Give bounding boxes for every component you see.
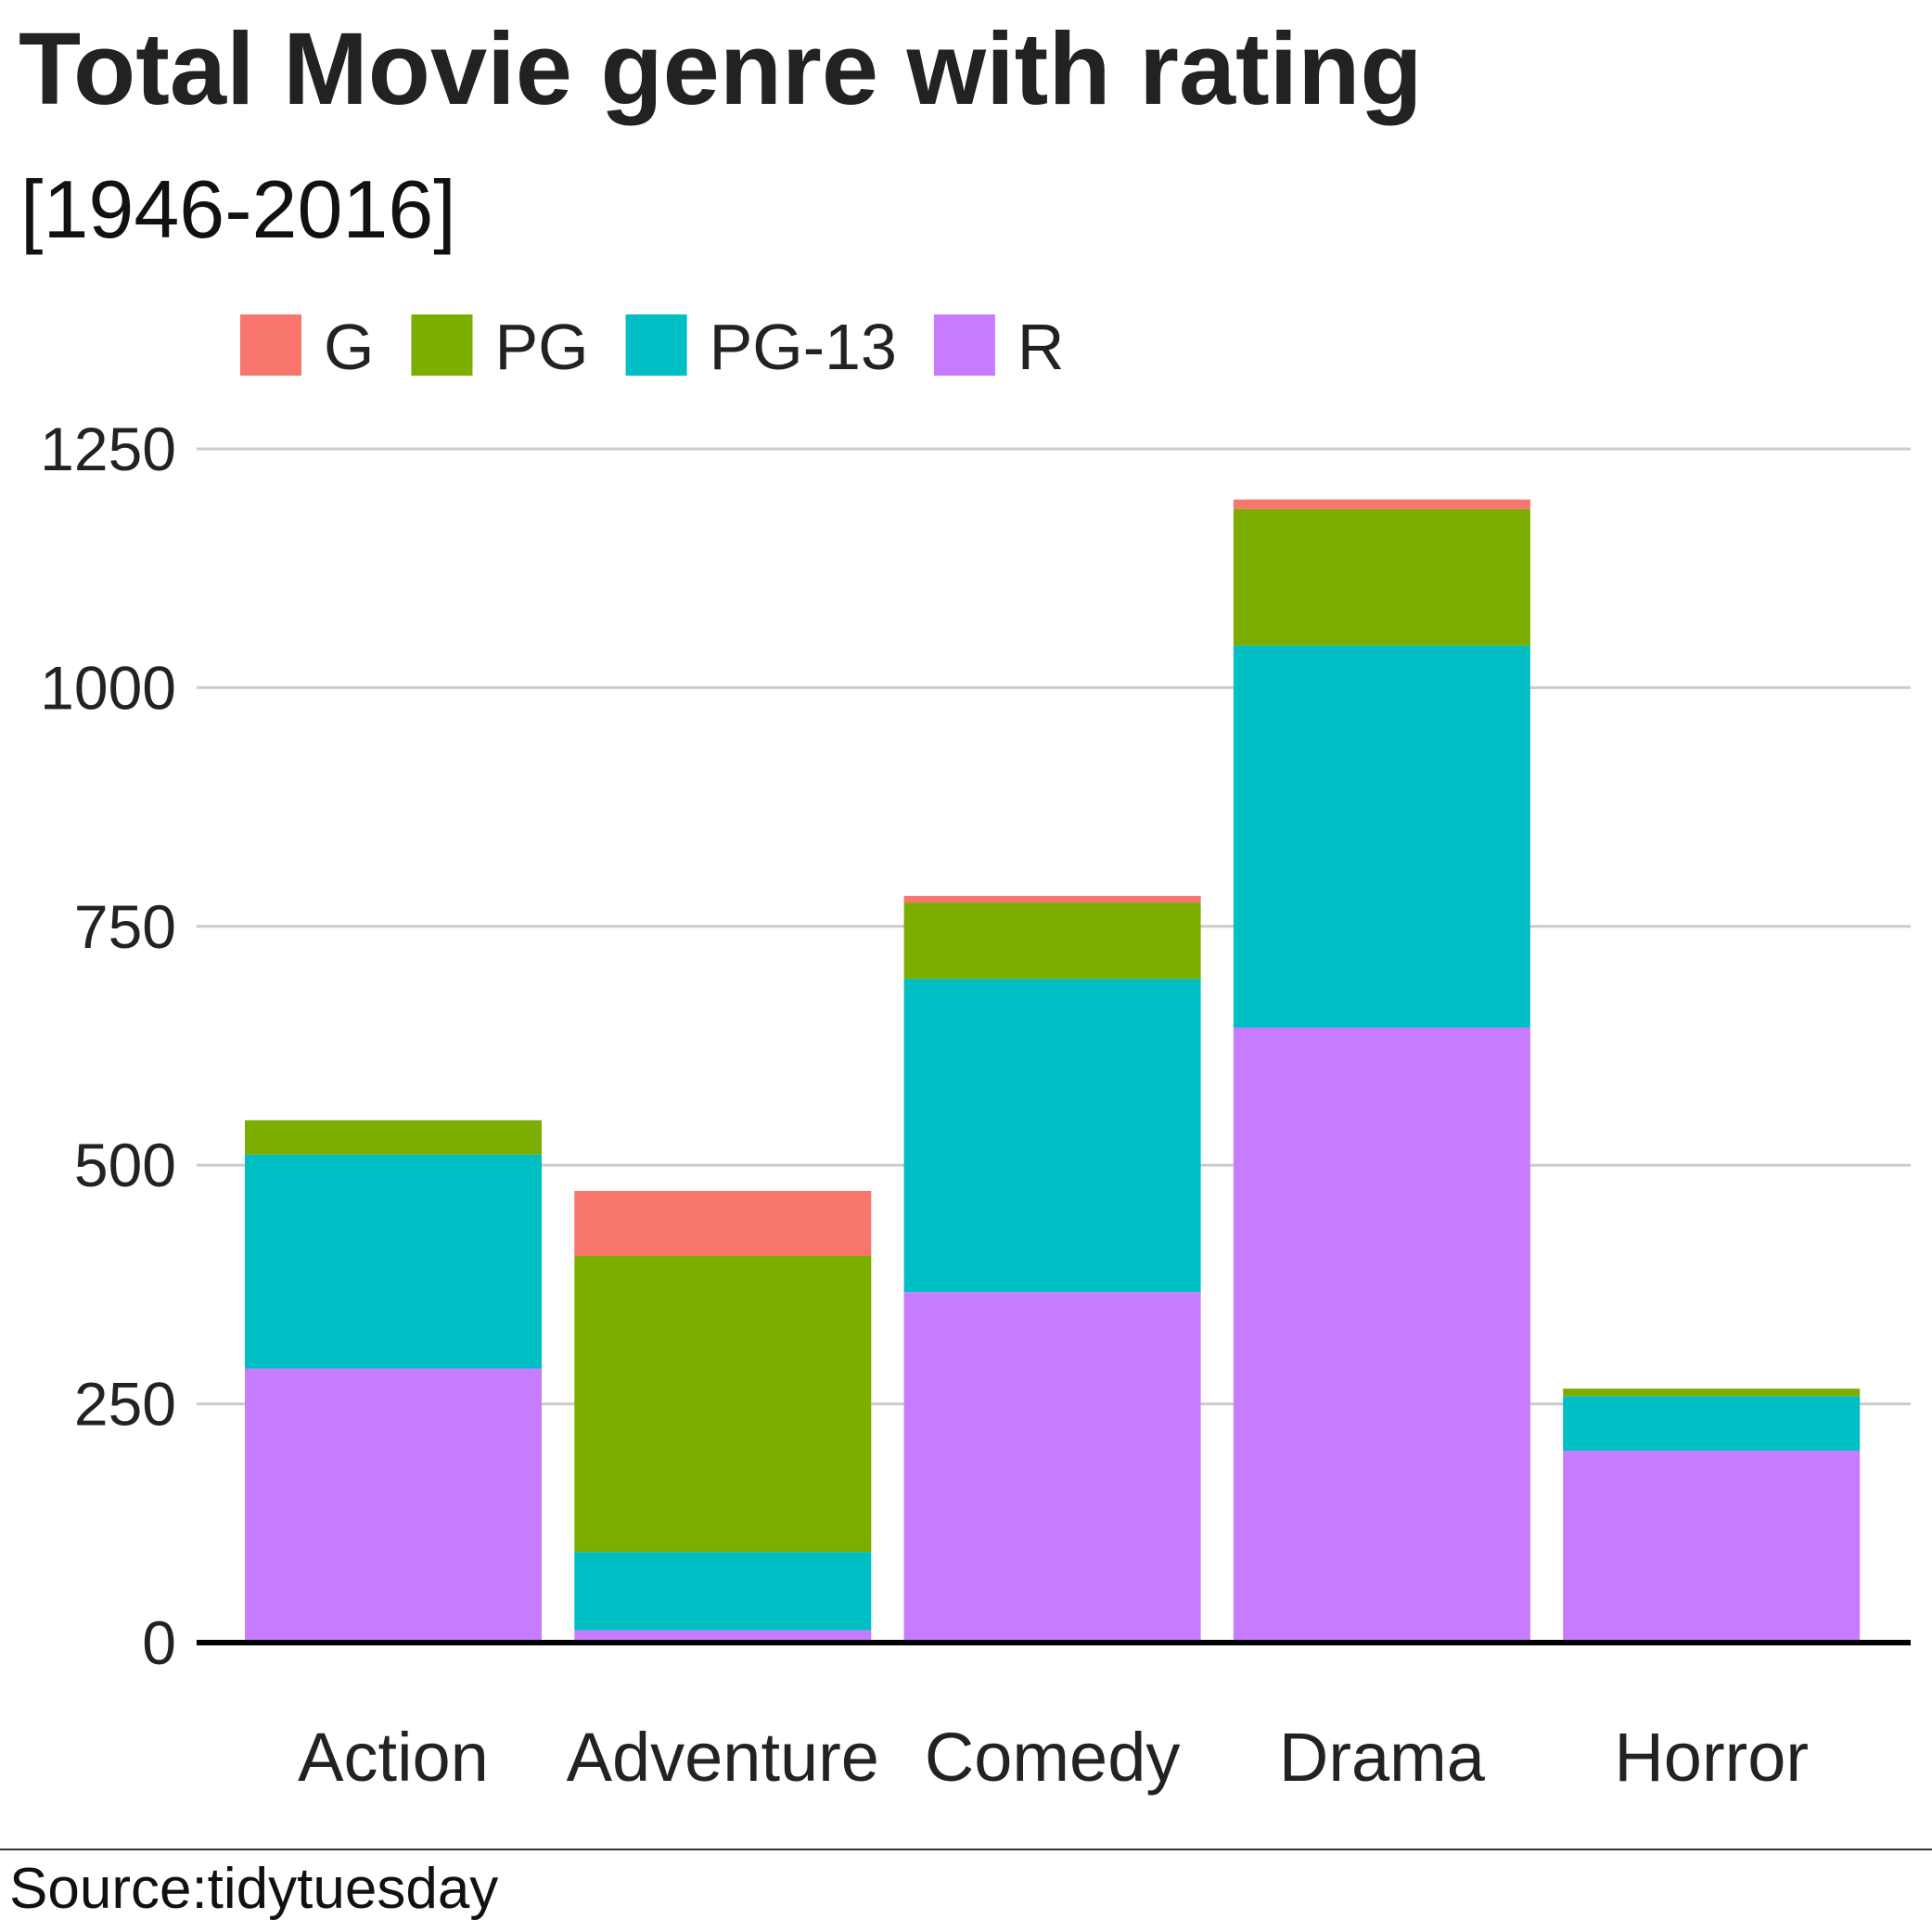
bar-comedy-pg-13 (903, 979, 1201, 1293)
bar-action-pg (245, 1120, 542, 1155)
bar-adventure-g (574, 1190, 872, 1257)
bar-drama-pg-13 (1233, 646, 1530, 1028)
legend-label-pg: PG (494, 311, 588, 383)
chart-subtitle: [1946-2016] (20, 163, 456, 255)
y-tick-label-500: 500 (74, 1131, 176, 1199)
legend-swatch-r (933, 314, 995, 376)
x-tick-label-drama: Drama (1279, 1719, 1486, 1796)
legend-label-pg-13: PG-13 (710, 311, 897, 383)
legend-swatch-pg-13 (625, 314, 687, 376)
bar-adventure-pg (574, 1256, 872, 1553)
legend-swatch-g (240, 314, 301, 376)
bars (245, 499, 1861, 1643)
y-tick-label-750: 750 (74, 892, 176, 961)
y-tick-label-0: 0 (142, 1608, 176, 1677)
y-tick-label-250: 250 (74, 1370, 176, 1439)
bar-horror-r (1563, 1451, 1861, 1643)
bar-drama-pg (1233, 508, 1530, 646)
bar-comedy-g (903, 895, 1201, 903)
bar-drama-g (1233, 499, 1530, 509)
bar-action-pg-13 (245, 1154, 542, 1369)
bar-adventure-r (574, 1630, 872, 1643)
x-axis: Action Adventure Comedy Drama Horror (298, 1719, 1809, 1796)
bar-action-r (245, 1368, 542, 1643)
bar-horror-pg-13 (1563, 1396, 1861, 1452)
bar-adventure-pg-13 (574, 1552, 872, 1631)
legend: G PG PG-13 R (240, 311, 1064, 383)
legend-label-r: R (1017, 311, 1065, 383)
x-tick-label-horror: Horror (1614, 1719, 1809, 1796)
bar-drama-r (1233, 1027, 1530, 1643)
legend-swatch-pg (411, 314, 473, 376)
source-note: Source:tidytuesday (9, 1857, 499, 1921)
legend-label-g: G (324, 311, 374, 383)
y-tick-label-1000: 1000 (40, 653, 176, 722)
chart-title: Total Movie genre with rating (19, 12, 1423, 126)
bar-comedy-r (903, 1292, 1201, 1643)
y-tick-label-1250: 1250 (40, 415, 176, 483)
x-tick-label-adventure: Adventure (567, 1719, 879, 1796)
source-divider (0, 1849, 1932, 1850)
bar-comedy-pg (903, 902, 1201, 979)
bar-horror-pg (1563, 1388, 1861, 1397)
x-tick-label-action: Action (298, 1719, 489, 1796)
x-tick-label-comedy: Comedy (925, 1719, 1181, 1796)
y-axis: 0 250 500 750 1000 1250 (40, 415, 176, 1677)
stacked-bar-chart: G PG PG-13 R 0 250 500 750 1000 1250 Action Adven… (40, 311, 1911, 1796)
